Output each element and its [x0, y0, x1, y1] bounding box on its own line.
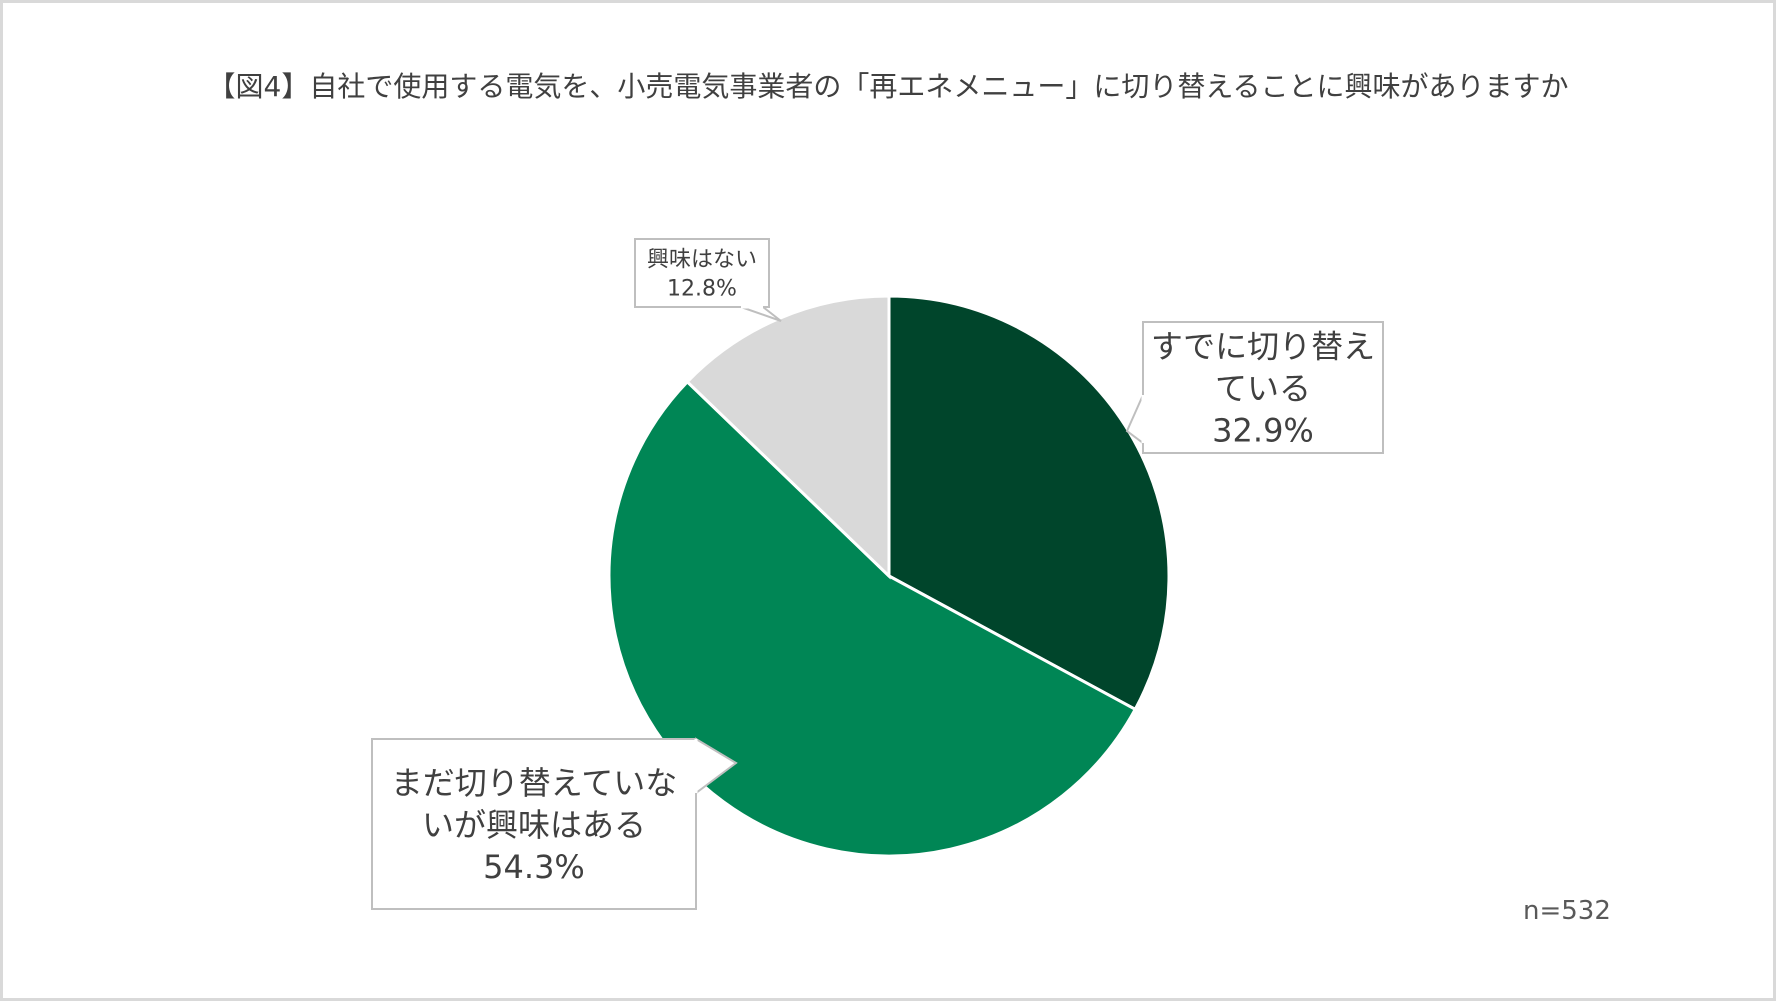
- data-label-1-line-2: ている: [1215, 369, 1311, 407]
- data-label-3-line-1: 興味はない: [647, 248, 757, 273]
- data-label-3-line-2: 12.8%: [667, 277, 737, 302]
- callout-3: 興味はない 12.8%: [634, 238, 782, 322]
- chart-title: 【図4】自社で使用する電気を、小売電気事業者の「再エネメニュー」に切り替えること…: [207, 70, 1569, 103]
- callout-box-2: [371, 738, 697, 910]
- data-label-1-line-1: すでに切り替え: [1151, 327, 1375, 365]
- callout-pointer-3: [740, 306, 782, 322]
- data-label-2-line-2: いが興味はある: [422, 806, 646, 844]
- data-label-2-line-1: まだ切り替えていな: [391, 764, 677, 802]
- sample-size-note: n=532: [1523, 896, 1611, 926]
- pie-slice-3: [685, 294, 891, 580]
- callout-box-1: [1142, 321, 1384, 454]
- data-label-1-line-3: 32.9%: [1212, 411, 1314, 449]
- pie-slice-2: [607, 379, 1138, 858]
- data-label-2-line-3: 54.3%: [483, 848, 585, 886]
- callout-box-3: [634, 238, 770, 308]
